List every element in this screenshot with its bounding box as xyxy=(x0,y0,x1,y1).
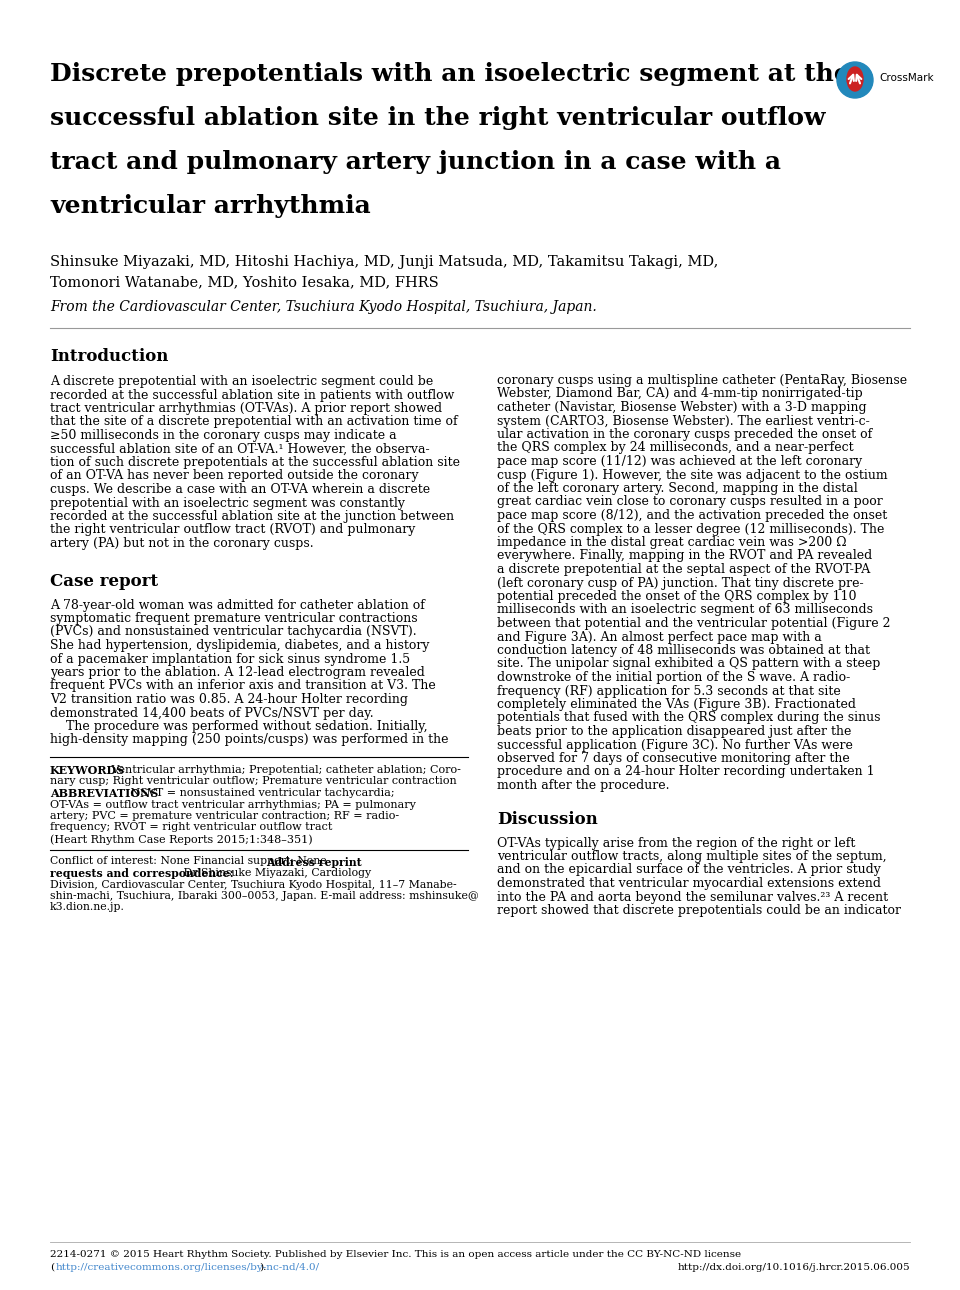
Text: A 78-year-old woman was admitted for catheter ablation of: A 78-year-old woman was admitted for cat… xyxy=(50,599,425,611)
Text: CrossMark: CrossMark xyxy=(879,74,934,83)
Text: shin-machi, Tsuchiura, Ibaraki 300–0053, Japan. E-mail address: mshinsuke@: shin-machi, Tsuchiura, Ibaraki 300–0053,… xyxy=(50,891,479,900)
Text: a discrete prepotential at the septal aspect of the RVOT-PA: a discrete prepotential at the septal as… xyxy=(497,562,871,577)
Text: Discussion: Discussion xyxy=(497,810,598,827)
Text: nary cusp; Right ventricular outflow; Premature ventricular contraction: nary cusp; Right ventricular outflow; Pr… xyxy=(50,777,457,787)
Text: Webster, Diamond Bar, CA) and 4-mm-tip nonirrigated-tip: Webster, Diamond Bar, CA) and 4-mm-tip n… xyxy=(497,387,863,400)
Text: of an OT-VA has never been reported outside the coronary: of an OT-VA has never been reported outs… xyxy=(50,470,419,482)
Text: ).: ). xyxy=(259,1263,266,1272)
Text: frequency; RVOT = right ventricular outflow tract: frequency; RVOT = right ventricular outf… xyxy=(50,823,332,832)
Text: OT-VAs = outflow tract ventricular arrhythmias; PA = pulmonary: OT-VAs = outflow tract ventricular arrhy… xyxy=(50,800,416,810)
Text: potentials that fused with the QRS complex during the sinus: potentials that fused with the QRS compl… xyxy=(497,712,880,725)
Text: V2 transition ratio was 0.85. A 24-hour Holter recording: V2 transition ratio was 0.85. A 24-hour … xyxy=(50,693,408,706)
Text: of a pacemaker implantation for sick sinus syndrome 1.5: of a pacemaker implantation for sick sin… xyxy=(50,653,410,666)
Text: completely eliminated the VAs (Figure 3B). Fractionated: completely eliminated the VAs (Figure 3B… xyxy=(497,698,856,711)
Text: ventricular outflow tracts, along multiple sites of the septum,: ventricular outflow tracts, along multip… xyxy=(497,850,887,863)
Text: artery; PVC = premature ventricular contraction; RF = radio-: artery; PVC = premature ventricular cont… xyxy=(50,811,399,820)
Text: tion of such discrete prepotentials at the successful ablation site: tion of such discrete prepotentials at t… xyxy=(50,455,460,470)
Text: OT-VAs typically arise from the region of the right or left: OT-VAs typically arise from the region o… xyxy=(497,836,855,850)
Text: prepotential with an isoelectric segment was constantly: prepotential with an isoelectric segment… xyxy=(50,497,405,510)
Text: the right ventricular outflow tract (RVOT) and pulmonary: the right ventricular outflow tract (RVO… xyxy=(50,524,416,537)
Text: Tomonori Watanabe, MD, Yoshito Iesaka, MD, FHRS: Tomonori Watanabe, MD, Yoshito Iesaka, M… xyxy=(50,275,439,289)
Text: Ventricular arrhythmia; Prepotential; catheter ablation; Coro-: Ventricular arrhythmia; Prepotential; ca… xyxy=(108,765,461,775)
Text: between that potential and the ventricular potential (Figure 2: between that potential and the ventricul… xyxy=(497,617,891,630)
Text: and on the epicardial surface of the ventricles. A prior study: and on the epicardial surface of the ven… xyxy=(497,863,881,876)
Text: site. The unipolar signal exhibited a QS pattern with a steep: site. The unipolar signal exhibited a QS… xyxy=(497,658,880,671)
Text: Case report: Case report xyxy=(50,573,158,590)
Text: conduction latency of 48 milliseconds was obtained at that: conduction latency of 48 milliseconds wa… xyxy=(497,644,870,657)
Text: successful ablation site of an OT-VA.¹ However, the observa-: successful ablation site of an OT-VA.¹ H… xyxy=(50,442,430,455)
Text: Dr Shinsuke Miyazaki, Cardiology: Dr Shinsuke Miyazaki, Cardiology xyxy=(180,868,372,878)
Text: potential preceded the onset of the QRS complex by 110: potential preceded the onset of the QRS … xyxy=(497,590,856,602)
Text: everywhere. Finally, mapping in the RVOT and PA revealed: everywhere. Finally, mapping in the RVOT… xyxy=(497,550,873,562)
Text: 2214-0271 © 2015 Heart Rhythm Society. Published by Elsevier Inc. This is an ope: 2214-0271 © 2015 Heart Rhythm Society. P… xyxy=(50,1250,741,1259)
Text: Division, Cardiovascular Center, Tsuchiura Kyodo Hospital, 11–7 Manabe-: Division, Cardiovascular Center, Tsuchiu… xyxy=(50,880,457,890)
Text: (PVCs) and nonsustained ventricular tachycardia (NSVT).: (PVCs) and nonsustained ventricular tach… xyxy=(50,626,417,639)
Text: demonstrated 14,400 beats of PVCs/NSVT per day.: demonstrated 14,400 beats of PVCs/NSVT p… xyxy=(50,707,373,720)
Text: beats prior to the application disappeared just after the: beats prior to the application disappear… xyxy=(497,725,852,738)
Text: that the site of a discrete prepotential with an activation time of: that the site of a discrete prepotential… xyxy=(50,415,458,428)
Text: Shinsuke Miyazaki, MD, Hitoshi Hachiya, MD, Junji Matsuda, MD, Takamitsu Takagi,: Shinsuke Miyazaki, MD, Hitoshi Hachiya, … xyxy=(50,255,718,270)
Text: tract ventricular arrhythmias (OT-VAs). A prior report showed: tract ventricular arrhythmias (OT-VAs). … xyxy=(50,402,443,415)
Text: month after the procedure.: month after the procedure. xyxy=(497,779,669,792)
Text: of the left coronary artery. Second, mapping in the distal: of the left coronary artery. Second, map… xyxy=(497,482,857,495)
Text: cusp (Figure 1). However, the site was adjacent to the ostium: cusp (Figure 1). However, the site was a… xyxy=(497,468,888,481)
Text: ABBREVIATIONS: ABBREVIATIONS xyxy=(50,788,158,799)
Text: coronary cusps using a multispline catheter (PentaRay, Biosense: coronary cusps using a multispline cathe… xyxy=(497,374,907,387)
Text: Introduction: Introduction xyxy=(50,348,168,365)
Text: requests and correspondence:: requests and correspondence: xyxy=(50,868,233,878)
Text: (left coronary cusp of PA) junction. That tiny discrete pre-: (left coronary cusp of PA) junction. Tha… xyxy=(497,577,864,590)
Text: tract and pulmonary artery junction in a case with a: tract and pulmonary artery junction in a… xyxy=(50,150,781,174)
Text: Address reprint: Address reprint xyxy=(266,857,362,867)
Text: Discrete prepotentials with an isoelectric segment at the: Discrete prepotentials with an isoelectr… xyxy=(50,62,850,86)
Text: ventricular arrhythmia: ventricular arrhythmia xyxy=(50,194,371,218)
Text: recorded at the successful ablation site in patients with outflow: recorded at the successful ablation site… xyxy=(50,388,454,401)
Text: symptomatic frequent premature ventricular contractions: symptomatic frequent premature ventricul… xyxy=(50,611,418,624)
Text: pace map score (11/12) was achieved at the left coronary: pace map score (11/12) was achieved at t… xyxy=(497,455,862,468)
Text: http://creativecommons.org/licenses/by-nc-nd/4.0/: http://creativecommons.org/licenses/by-n… xyxy=(56,1263,320,1272)
Text: (Heart Rhythm Case Reports 2015;1:348–351): (Heart Rhythm Case Reports 2015;1:348–35… xyxy=(50,835,313,845)
Text: and Figure 3A). An almost perfect pace map with a: and Figure 3A). An almost perfect pace m… xyxy=(497,631,822,644)
Text: downstroke of the initial portion of the S wave. A radio-: downstroke of the initial portion of the… xyxy=(497,671,851,684)
Text: From the Cardiovascular Center, Tsuchiura Kyodo Hospital, Tsuchiura, Japan.: From the Cardiovascular Center, Tsuchiur… xyxy=(50,301,597,313)
Text: NSVT = nonsustained ventricular tachycardia;: NSVT = nonsustained ventricular tachycar… xyxy=(127,788,395,799)
Text: observed for 7 days of consecutive monitoring after the: observed for 7 days of consecutive monit… xyxy=(497,752,850,765)
Text: artery (PA) but not in the coronary cusps.: artery (PA) but not in the coronary cusp… xyxy=(50,537,314,550)
Text: A discrete prepotential with an isoelectric segment could be: A discrete prepotential with an isoelect… xyxy=(50,375,433,388)
Text: The procedure was performed without sedation. Initially,: The procedure was performed without seda… xyxy=(50,720,427,733)
Text: ular activation in the coronary cusps preceded the onset of: ular activation in the coronary cusps pr… xyxy=(497,428,873,441)
Text: impedance in the distal great cardiac vein was >200 Ω: impedance in the distal great cardiac ve… xyxy=(497,537,847,550)
Text: ≥50 milliseconds in the coronary cusps may indicate a: ≥50 milliseconds in the coronary cusps m… xyxy=(50,430,396,442)
Text: successful application (Figure 3C). No further VAs were: successful application (Figure 3C). No f… xyxy=(497,738,852,752)
Text: frequent PVCs with an inferior axis and transition at V3. The: frequent PVCs with an inferior axis and … xyxy=(50,680,436,693)
Text: She had hypertension, dyslipidemia, diabetes, and a history: She had hypertension, dyslipidemia, diab… xyxy=(50,639,429,651)
Text: report showed that discrete prepotentials could be an indicator: report showed that discrete prepotential… xyxy=(497,904,901,917)
Text: great cardiac vein close to coronary cusps resulted in a poor: great cardiac vein close to coronary cus… xyxy=(497,495,883,508)
Text: catheter (Navistar, Biosense Webster) with a 3-D mapping: catheter (Navistar, Biosense Webster) wi… xyxy=(497,401,867,414)
Text: http://dx.doi.org/10.1016/j.hrcr.2015.06.005: http://dx.doi.org/10.1016/j.hrcr.2015.06… xyxy=(678,1263,910,1272)
Text: (: ( xyxy=(50,1263,54,1272)
Text: pace map score (8/12), and the activation preceded the onset: pace map score (8/12), and the activatio… xyxy=(497,510,887,522)
Text: Conflict of interest: None Financial support: None: Conflict of interest: None Financial sup… xyxy=(50,857,334,867)
Text: years prior to the ablation. A 12-lead electrogram revealed: years prior to the ablation. A 12-lead e… xyxy=(50,666,425,679)
Text: milliseconds with an isoelectric segment of 63 milliseconds: milliseconds with an isoelectric segment… xyxy=(497,604,873,617)
Text: high-density mapping (250 points/cusps) was performed in the: high-density mapping (250 points/cusps) … xyxy=(50,734,448,747)
Text: system (CARTO3, Biosense Webster). The earliest ventri­c-: system (CARTO3, Biosense Webster). The e… xyxy=(497,414,870,427)
Text: into the PA and aorta beyond the semilunar valves.²³ A recent: into the PA and aorta beyond the semilun… xyxy=(497,890,888,903)
Text: demonstrated that ventricular myocardial extensions extend: demonstrated that ventricular myocardial… xyxy=(497,877,881,890)
Text: KEYWORDS: KEYWORDS xyxy=(50,765,125,777)
Text: recorded at the successful ablation site at the junction between: recorded at the successful ablation site… xyxy=(50,510,454,522)
Text: k3.dion.ne.jp.: k3.dion.ne.jp. xyxy=(50,903,125,912)
Circle shape xyxy=(837,62,873,98)
Text: frequency (RF) application for 5.3 seconds at that site: frequency (RF) application for 5.3 secon… xyxy=(497,685,841,698)
Text: cusps. We describe a case with an OT-VA wherein a discrete: cusps. We describe a case with an OT-VA … xyxy=(50,482,430,495)
Text: successful ablation site in the right ventricular outflow: successful ablation site in the right ve… xyxy=(50,106,826,130)
Text: procedure and on a 24-hour Holter recording undertaken 1: procedure and on a 24-hour Holter record… xyxy=(497,765,875,778)
Text: of the QRS complex to a lesser degree (12 milliseconds). The: of the QRS complex to a lesser degree (1… xyxy=(497,522,884,535)
Text: the QRS complex by 24 milliseconds, and a near-perfect: the QRS complex by 24 milliseconds, and … xyxy=(497,441,853,454)
Ellipse shape xyxy=(847,67,863,92)
